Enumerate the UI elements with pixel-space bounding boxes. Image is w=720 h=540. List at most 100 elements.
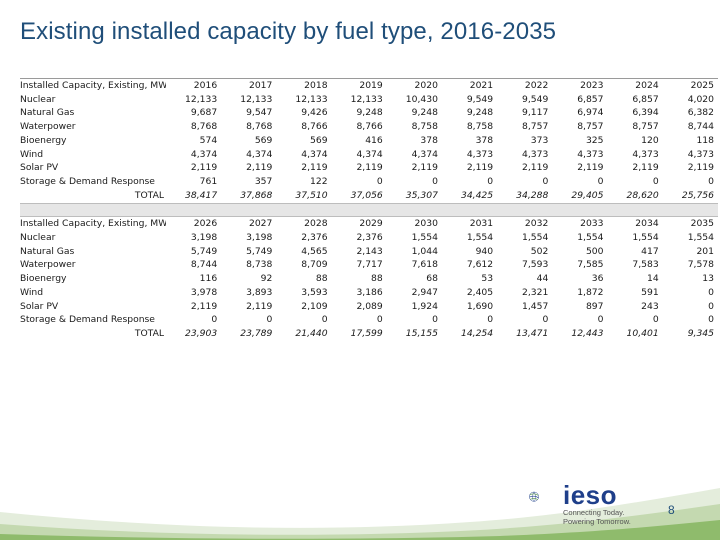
table-row: Nuclear 3,198 3,198 2,376 2,376 1,554 1,554 1,5…	[20, 231, 718, 245]
table-separator	[20, 203, 718, 218]
capacity-cell: 357	[254, 175, 273, 187]
table-row: Solar PV 2,119 2,119 2,119 2,119 2,119 2,119 2,…	[20, 161, 718, 175]
table-row: Bioenergy 574 569 569 416 378 378 373 325 120 118	[20, 134, 718, 148]
capacity-cell: 12,133	[295, 93, 328, 105]
capacity-cell: 8,709	[301, 259, 328, 271]
table-row: Storage & Demand Response 0 0 0 0 0 0 0 0 0 0	[20, 313, 718, 327]
row-label: Natural Gas	[20, 107, 75, 119]
capacity-cell: 10,430	[405, 93, 438, 105]
capacity-cell: 569	[310, 134, 328, 146]
capacity-cell: 5,749	[246, 245, 273, 257]
capacity-cell: 1,924	[411, 300, 438, 312]
capacity-cell: 9,248	[466, 107, 494, 119]
capacity-cell: 36	[591, 273, 604, 285]
slide-title: Existing installed capacity by fuel type…	[20, 18, 557, 45]
capacity-cell: 1,554	[522, 232, 549, 244]
capacity-cell: 1,554	[411, 232, 438, 244]
total-cell: 12,443	[571, 327, 604, 339]
capacity-cell: 0	[487, 175, 494, 187]
capacity-cell: 12,133	[240, 93, 273, 105]
capacity-cell: 4,374	[246, 148, 273, 160]
capacity-cell: 243	[641, 300, 659, 312]
capacity-cell: 8,768	[246, 121, 273, 133]
table-header-row: Installed Capacity, Existing, MW 2026 202…	[20, 217, 718, 231]
capacity-cell: 416	[365, 134, 383, 146]
capacity-cell: 122	[310, 175, 328, 187]
capacity-cell: 1,690	[466, 300, 494, 312]
capacity-cell: 6,382	[687, 107, 714, 119]
year-header: 2021	[469, 80, 494, 91]
total-cell: 38,417	[185, 189, 218, 201]
year-header: 2033	[580, 218, 604, 230]
capacity-cell: 12,133	[350, 93, 383, 105]
capacity-cell: 378	[475, 134, 494, 146]
capacity-cell: 569	[254, 134, 273, 146]
table-row: Bioenergy 116 92 88 88 68 53 44 36 14 13	[20, 272, 718, 286]
capacity-cell: 92	[260, 273, 273, 285]
year-header: 2026	[193, 218, 218, 230]
total-cell: 10,401	[626, 327, 659, 339]
capacity-cell: 3,978	[190, 286, 218, 298]
capacity-cell: 9,549	[466, 93, 494, 105]
capacity-cell: 4,565	[301, 245, 328, 257]
capacity-cell: 2,109	[301, 300, 328, 312]
year-header: 2031	[469, 218, 494, 230]
capacity-cell: 0	[597, 175, 604, 187]
capacity-cell: 5,749	[190, 245, 218, 257]
capacity-cell: 500	[585, 245, 604, 257]
total-cell: 37,510	[295, 189, 328, 201]
capacity-cell: 1,044	[411, 245, 438, 257]
capacity-cell: 8,738	[246, 259, 273, 271]
table-row: Storage & Demand Response 761 357 122 0 0 0 0 0 0…	[20, 175, 718, 189]
year-header: 2027	[248, 218, 273, 230]
row-label: Waterpower	[20, 259, 76, 271]
capacity-cell: 3,198	[190, 232, 218, 244]
capacity-cell: 0	[652, 175, 659, 187]
capacity-cell: 8,766	[301, 121, 328, 133]
capacity-cell: 6,974	[577, 107, 604, 119]
table-row: Waterpower 8,744 8,738 8,709 7,717 7,618 7,612…	[20, 258, 718, 272]
capacity-cell: 8,744	[190, 259, 218, 271]
year-header: 2019	[359, 80, 383, 91]
year-header: 2017	[248, 80, 273, 91]
capacity-cell: 9,426	[301, 107, 328, 119]
capacity-cell: 6,394	[632, 107, 659, 119]
capacity-table-2026-2035: Installed Capacity, Existing, MW 2026 202…	[20, 217, 718, 340]
row-label: Nuclear	[20, 93, 56, 105]
capacity-cell: 8,757	[522, 121, 549, 133]
row-label: Wind	[20, 148, 44, 160]
capacity-cell: 4,374	[190, 148, 218, 160]
capacity-cell: 116	[199, 273, 218, 285]
capacity-cell: 7,583	[632, 259, 659, 271]
capacity-cell: 4,374	[356, 148, 383, 160]
capacity-cell: 120	[641, 134, 659, 146]
capacity-cell: 4,373	[632, 148, 659, 160]
capacity-cell: 2,947	[411, 286, 438, 298]
total-cell: 15,155	[405, 327, 438, 339]
logo-tagline-2: Powering Tomorrow.	[563, 517, 631, 526]
capacity-cell: 4,373	[687, 148, 714, 160]
capacity-cell: 9,248	[411, 107, 438, 119]
capacity-cell: 0	[321, 314, 328, 326]
capacity-cell: 4,373	[466, 148, 494, 160]
capacity-cell: 0	[597, 314, 604, 326]
capacity-cell: 502	[530, 245, 549, 257]
header-label: Installed Capacity, Existing, MW	[20, 218, 166, 230]
capacity-cell: 3,593	[301, 286, 328, 298]
capacity-cell: 8,744	[687, 121, 714, 133]
capacity-cell: 0	[708, 314, 714, 326]
capacity-cell: 0	[487, 314, 494, 326]
capacity-cell: 1,457	[522, 300, 549, 312]
total-cell: 34,288	[516, 189, 549, 201]
row-label: Storage & Demand Response	[20, 314, 155, 326]
total-cell: 23,789	[240, 327, 273, 339]
capacity-cell: 2,376	[301, 232, 328, 244]
capacity-cell: 14	[646, 273, 659, 285]
capacity-cell: 0	[542, 175, 549, 187]
capacity-cell: 13	[702, 273, 714, 285]
capacity-cell: 4,374	[301, 148, 328, 160]
year-header: 2025	[690, 80, 714, 91]
capacity-cell: 1,554	[632, 232, 659, 244]
total-cell: 37,056	[350, 189, 383, 201]
capacity-cell: 201	[696, 245, 714, 257]
